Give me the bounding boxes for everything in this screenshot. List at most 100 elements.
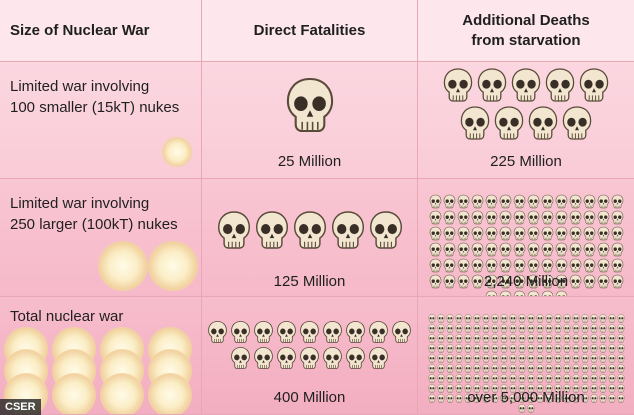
skull-icon: [445, 323, 454, 333]
skull-icon: [589, 313, 598, 323]
skull-icon: [427, 323, 436, 333]
row-3-label-line1: Total nuclear war: [10, 308, 124, 325]
skull-icon: [553, 383, 562, 393]
skull-icon: [508, 373, 517, 383]
skull-icon: [527, 290, 540, 296]
skull-icon: [216, 210, 252, 250]
skull-icon: [571, 313, 580, 323]
skull-icon: [580, 363, 589, 373]
skull-icon: [322, 346, 343, 370]
skull-icon: [436, 383, 445, 393]
skull-icon: [445, 373, 454, 383]
skull-icon: [429, 194, 442, 209]
row-3-additional-count: over 5,000 Million: [467, 389, 585, 406]
skull-icon: [553, 353, 562, 363]
skull-icon: [445, 393, 454, 403]
skull-icon: [580, 333, 589, 343]
skull-icon: [427, 383, 436, 393]
skull-icon: [429, 242, 442, 257]
skull-icon: [454, 393, 463, 403]
skull-icon: [368, 210, 404, 250]
skull-icon: [544, 343, 553, 353]
skull-icon: [508, 323, 517, 333]
skull-icon: [490, 323, 499, 333]
skull-icon: [230, 320, 251, 344]
skull-icon: [569, 194, 582, 209]
skull-icon: [555, 242, 568, 257]
skull-icon: [597, 242, 610, 257]
skull-icon: [598, 323, 607, 333]
header-additional-line2: from starvation: [471, 31, 581, 49]
row-3-direct-count: 400 Million: [273, 389, 346, 406]
skull-icon: [454, 323, 463, 333]
skull-icon: [598, 363, 607, 373]
skull-icon: [481, 313, 490, 323]
skull-icon: [527, 226, 540, 241]
skull-icon: [571, 363, 580, 373]
skull-icon: [555, 274, 568, 289]
skull-icon: [499, 323, 508, 333]
skull-icon: [463, 363, 472, 373]
skull-icon: [445, 333, 454, 343]
skull-icon: [436, 373, 445, 383]
skull-icon: [611, 242, 624, 257]
skull-icon: [463, 393, 472, 403]
skull-icon: [490, 373, 499, 383]
skull-group: [202, 319, 417, 371]
skull-icon: [454, 333, 463, 343]
skull-icon: [580, 313, 589, 323]
skull-icon: [485, 242, 498, 257]
skull-icon: [299, 346, 320, 370]
skull-icon: [517, 313, 526, 323]
skull-icon: [427, 363, 436, 373]
skull-icon: [330, 210, 366, 250]
skull-icon: [589, 383, 598, 393]
skull-icon: [580, 373, 589, 383]
skull-icon: [598, 373, 607, 383]
skull-icon: [583, 258, 596, 273]
skull-icon: [472, 353, 481, 363]
skull-icon: [553, 393, 562, 403]
row-2-label-line2: 250 larger (100kT) nukes: [10, 216, 178, 233]
skull-icon: [499, 258, 512, 273]
skull-icon: [490, 333, 499, 343]
skull-icon: [544, 67, 576, 103]
skull-icon: [427, 313, 436, 323]
skull-icon: [616, 333, 625, 343]
skull-icon: [598, 333, 607, 343]
skull-icon: [607, 373, 616, 383]
skull-icon: [535, 313, 544, 323]
row-3-label: Total nuclear war: [10, 306, 200, 327]
skull-icon: [517, 353, 526, 363]
skull-icon: [562, 313, 571, 323]
skull-icon: [457, 274, 470, 289]
skull-icon: [561, 105, 593, 141]
skull-icon: [526, 363, 535, 373]
skull-icon: [526, 403, 535, 413]
skull-icon: [463, 343, 472, 353]
skull-icon: [513, 290, 526, 296]
skull-icon: [553, 313, 562, 323]
blast-icon: [98, 241, 148, 291]
skull-icon: [454, 363, 463, 373]
skull-icon: [471, 242, 484, 257]
skull-icon: [553, 343, 562, 353]
skull-icon: [616, 343, 625, 353]
skull-icon: [526, 393, 535, 403]
skull-icon: [463, 383, 472, 393]
skull-icon: [553, 363, 562, 373]
skull-icon: [598, 383, 607, 393]
skull-icon: [541, 290, 554, 296]
skull-icon: [436, 393, 445, 403]
skull-icon: [457, 242, 470, 257]
skull-icon: [597, 210, 610, 225]
skull-icon: [493, 105, 525, 141]
skull-icon: [471, 226, 484, 241]
skull-icon: [611, 226, 624, 241]
skull-icon: [616, 323, 625, 333]
skull-icon: [571, 343, 580, 353]
skull-icon: [616, 353, 625, 363]
skull-icon: [571, 383, 580, 393]
skull-icon: [429, 210, 442, 225]
skull-icon: [526, 353, 535, 363]
